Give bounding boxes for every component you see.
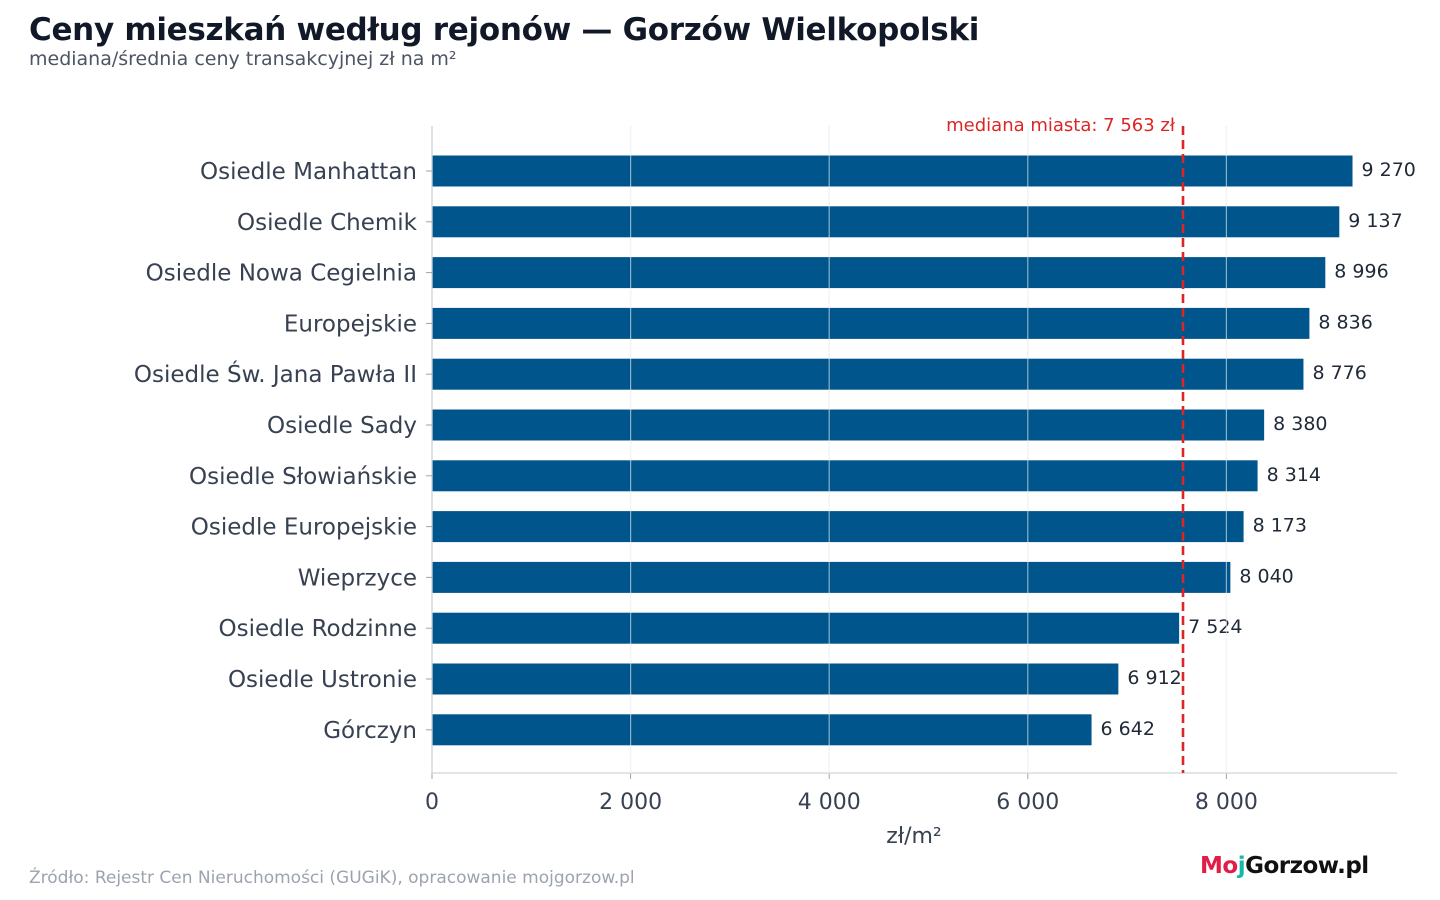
x-tick-label: 4 000 bbox=[798, 790, 861, 815]
category-label: Osiedle Nowa Cegielnia bbox=[146, 261, 417, 287]
category-label: Osiedle Manhattan bbox=[200, 159, 417, 185]
category-label: Wieprzyce bbox=[298, 565, 417, 591]
site-logo: MojGorzow.pl bbox=[1200, 853, 1369, 879]
bar bbox=[432, 409, 1265, 441]
x-tick-label: 2 000 bbox=[599, 790, 662, 815]
reference-line-label: mediana miasta: 7 563 zł bbox=[946, 115, 1176, 136]
bar bbox=[432, 714, 1092, 746]
value-label: 8 380 bbox=[1273, 413, 1327, 435]
category-label: Osiedle Rodzinne bbox=[219, 616, 417, 642]
bar bbox=[432, 460, 1258, 492]
bar bbox=[432, 511, 1244, 543]
value-label: 8 836 bbox=[1318, 311, 1372, 333]
category-label: Osiedle Św. Jana Pawła II bbox=[134, 360, 417, 388]
bar bbox=[432, 663, 1119, 695]
value-label: 6 912 bbox=[1127, 667, 1181, 689]
axes: 0 2 000 4 000 6 000 8 000 bbox=[425, 126, 1397, 815]
bar bbox=[432, 257, 1326, 289]
value-label: 9 270 bbox=[1362, 159, 1416, 181]
value-label: 9 137 bbox=[1348, 210, 1402, 232]
bar bbox=[432, 358, 1304, 390]
chart-subtitle: mediana/średnia ceny transakcyjnej zł na… bbox=[29, 48, 457, 70]
value-label: 7 524 bbox=[1188, 616, 1242, 638]
category-label: Osiedle Ustronie bbox=[228, 667, 417, 693]
bar bbox=[432, 561, 1231, 593]
x-tick-label: 0 bbox=[425, 790, 439, 815]
category-label: Europejskie bbox=[284, 311, 417, 337]
category-label: Górczyn bbox=[323, 718, 417, 744]
category-label: Osiedle Europejskie bbox=[191, 515, 417, 541]
category-label: Osiedle Chemik bbox=[237, 210, 418, 236]
bar bbox=[432, 206, 1340, 238]
x-tick-label: 6 000 bbox=[996, 790, 1059, 815]
category-labels: Osiedle Manhattan Osiedle Chemik Osiedle N… bbox=[134, 159, 418, 744]
value-label: 8 040 bbox=[1239, 565, 1293, 587]
value-label: 8 996 bbox=[1334, 261, 1388, 283]
category-label: Osiedle Słowiańskie bbox=[189, 464, 417, 490]
value-label: 8 314 bbox=[1267, 464, 1321, 486]
category-label: Osiedle Sady bbox=[267, 413, 417, 439]
value-label: 6 642 bbox=[1101, 718, 1155, 740]
bars bbox=[432, 155, 1353, 746]
bar bbox=[432, 307, 1310, 339]
value-label: 8 776 bbox=[1312, 362, 1366, 384]
bar bbox=[432, 612, 1180, 644]
value-label: 8 173 bbox=[1253, 515, 1307, 537]
chart-title: Ceny mieszkań według rejonów — Gorzów Wi… bbox=[29, 12, 980, 48]
source-note: Źródło: Rejestr Cen Nieruchomości (GUGiK… bbox=[29, 868, 635, 888]
bar bbox=[432, 155, 1353, 187]
value-labels: 9 270 9 137 8 996 8 836 8 776 8 380 8 314 8 173… bbox=[629, 126, 1416, 773]
x-axis-label: zł/m² bbox=[886, 824, 941, 849]
x-tick-label: 8 000 bbox=[1195, 790, 1258, 815]
reference-line-group: mediana miasta: 7 563 zł bbox=[946, 115, 1185, 773]
